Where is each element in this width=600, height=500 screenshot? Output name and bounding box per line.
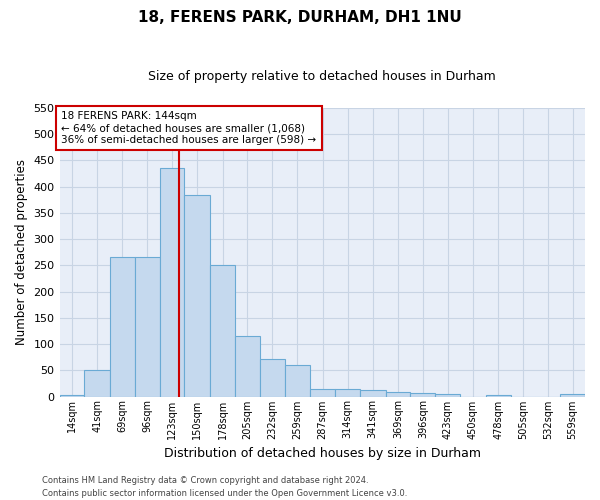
Bar <box>410 393 435 396</box>
Bar <box>210 266 235 396</box>
Bar <box>235 336 260 396</box>
Bar <box>560 394 585 396</box>
Title: Size of property relative to detached houses in Durham: Size of property relative to detached ho… <box>148 70 496 83</box>
Bar <box>284 365 310 396</box>
Bar <box>160 168 184 396</box>
Bar <box>310 388 335 396</box>
Bar <box>360 390 386 396</box>
Bar <box>386 392 410 396</box>
Bar <box>184 196 210 396</box>
Text: 18, FERENS PARK, DURHAM, DH1 1NU: 18, FERENS PARK, DURHAM, DH1 1NU <box>138 10 462 25</box>
Bar <box>59 395 85 396</box>
Bar <box>335 388 360 396</box>
Bar <box>85 370 110 396</box>
Text: 18 FERENS PARK: 144sqm
← 64% of detached houses are smaller (1,068)
36% of semi-: 18 FERENS PARK: 144sqm ← 64% of detached… <box>61 112 317 144</box>
X-axis label: Distribution of detached houses by size in Durham: Distribution of detached houses by size … <box>164 447 481 460</box>
Bar <box>435 394 460 396</box>
Text: Contains HM Land Registry data © Crown copyright and database right 2024.
Contai: Contains HM Land Registry data © Crown c… <box>42 476 407 498</box>
Bar <box>110 258 135 396</box>
Bar <box>486 395 511 396</box>
Bar <box>135 258 160 396</box>
Bar <box>260 358 284 397</box>
Y-axis label: Number of detached properties: Number of detached properties <box>15 159 28 345</box>
